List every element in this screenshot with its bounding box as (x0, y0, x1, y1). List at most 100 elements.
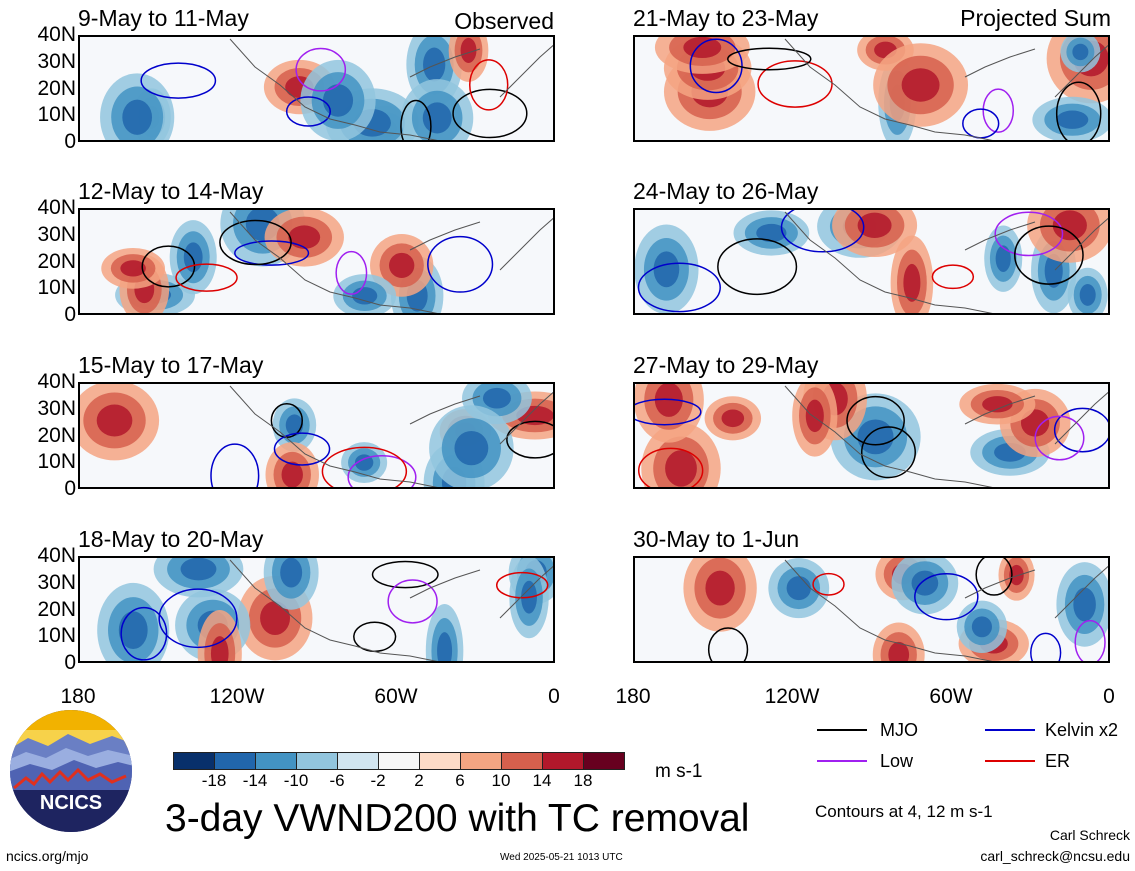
map-panel-left-3 (78, 382, 555, 489)
y-tick-label: 40N (37, 23, 76, 46)
contour-line (452, 88, 528, 139)
wind-anomaly-shading (888, 641, 910, 661)
wind-anomaly-shading (352, 287, 378, 305)
wind-anomaly-shading (281, 461, 303, 487)
map-field (635, 384, 1108, 487)
wind-anomaly-shading (1009, 564, 1024, 586)
contour-line (120, 606, 168, 661)
contour-line (158, 588, 238, 649)
contour-line (175, 263, 238, 292)
y-tick-label: 20N (37, 597, 76, 621)
contour-line (387, 579, 438, 624)
x-tick-right-120w: 120W (764, 685, 820, 708)
x-tick-right-180: 180 (615, 685, 651, 708)
legend-label-mjo: MJO (880, 720, 918, 740)
map-field (683, 558, 1108, 661)
x-tick-left-120w: 120W (209, 685, 265, 708)
contours-note: Contours at 4, 12 m s-1 (815, 802, 993, 821)
wind-anomaly-shading (210, 636, 229, 661)
wind-anomaly-shading (422, 102, 452, 134)
wind-anomaly-shading (756, 223, 787, 243)
wind-anomaly-shading (903, 263, 921, 302)
wind-anomaly-shading (1073, 587, 1096, 622)
ncics-logo: NCICS (8, 708, 134, 834)
colorbar-cell (255, 752, 297, 770)
coastline (784, 559, 1108, 661)
map-panel-left-1 (78, 35, 555, 142)
contour-line (780, 210, 865, 253)
contour-line (707, 627, 749, 661)
map-field (101, 210, 553, 313)
wind-anomaly-shading (805, 399, 824, 433)
logo-text: NCICS (40, 792, 102, 814)
contour-line (717, 238, 798, 296)
wind-anomaly-shading (180, 558, 217, 581)
panel-title-right-1: 21-May to 23-May (633, 5, 819, 31)
colorbar-label: -14 (242, 771, 268, 790)
colorbar-label: -6 (329, 771, 345, 790)
map-panel-right-3 (633, 382, 1110, 489)
colorbar-cell (501, 752, 543, 770)
y-tick-label: 10N (37, 103, 76, 127)
main-title: 3-day VWND200 with TC removal (165, 797, 750, 840)
contour-line (994, 211, 1064, 257)
wind-anomaly-shading (995, 245, 1011, 272)
wind-anomaly-shading (1072, 43, 1089, 61)
timestamp: Wed 2025-05-21 1013 UTC (500, 852, 623, 863)
wind-anomaly-shading (1052, 210, 1087, 241)
wind-anomaly-shading (1056, 110, 1089, 129)
colorbar-label: 6 (455, 771, 465, 790)
wind-anomaly-shading (857, 212, 892, 239)
wind-anomaly-shading (280, 558, 303, 588)
wind-anomaly-shading (437, 632, 453, 661)
colorbar-label: -2 (370, 771, 386, 790)
contour-line (234, 240, 310, 266)
contour-line (1055, 81, 1102, 140)
wind-anomaly-shading (423, 47, 446, 82)
colorbar-cell (542, 752, 584, 770)
contour-line (1034, 415, 1085, 461)
map-panel-right-1 (633, 35, 1110, 142)
author-name: Carl Schreck (1049, 827, 1130, 843)
contour-line (812, 572, 845, 596)
colorbar-cell (173, 752, 215, 770)
contour-line (1030, 632, 1062, 661)
website-link[interactable]: ncics.org/mjo (6, 848, 89, 864)
wind-anomaly-shading (857, 419, 894, 455)
coastline (229, 211, 553, 313)
coastline (229, 385, 553, 487)
observed-label: Observed (454, 8, 554, 34)
wind-anomaly-shading (118, 611, 148, 650)
map-field (100, 37, 553, 140)
contour-line (321, 446, 408, 487)
contour-line (982, 88, 1015, 133)
contour-line (270, 403, 304, 438)
author-email[interactable]: carl_schreck@ncsu.edu (980, 848, 1130, 864)
wind-anomaly-shading (288, 225, 321, 249)
wind-anomaly-shading (721, 409, 745, 428)
projected-sum-label: Projected Sum (960, 5, 1111, 31)
panel-title-left-3: 15-May to 17-May (78, 352, 264, 378)
colorbar-label: -10 (283, 771, 309, 790)
map-panel-right-2 (633, 208, 1110, 315)
contour-line (689, 38, 743, 94)
colorbar-cell (583, 752, 625, 770)
contour-line (1053, 407, 1108, 453)
legend-line-er (985, 760, 1035, 762)
contour-line (846, 395, 905, 446)
contour-line (914, 573, 979, 621)
colorbar-cell (378, 752, 420, 770)
wind-anomaly-shading (786, 576, 811, 601)
map-panel-left-4 (78, 556, 555, 663)
contour-line (506, 420, 553, 459)
contour-line (210, 443, 260, 487)
contour-line (141, 245, 196, 288)
map-panel-left-2 (78, 208, 555, 315)
coastline (784, 211, 1108, 313)
wind-anomaly-shading (982, 396, 1013, 413)
map-panel-right-4 (633, 556, 1110, 663)
map-field (654, 37, 1108, 140)
contour-line (347, 455, 417, 487)
wind-anomaly-shading (1044, 253, 1063, 288)
wind-anomaly-shading (665, 450, 697, 487)
